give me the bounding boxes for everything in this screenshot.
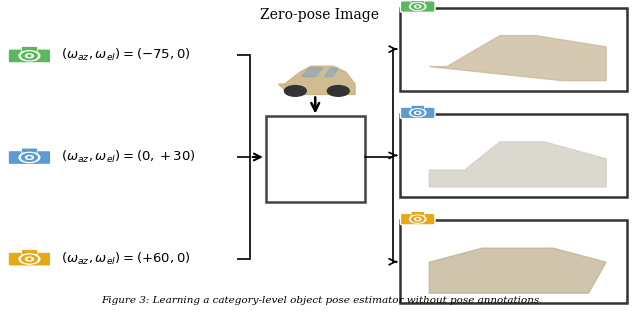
Circle shape	[26, 155, 33, 160]
Circle shape	[26, 257, 33, 261]
Polygon shape	[301, 68, 323, 77]
Polygon shape	[429, 142, 606, 187]
Circle shape	[410, 3, 426, 10]
Circle shape	[410, 109, 426, 117]
Polygon shape	[429, 248, 606, 293]
FancyBboxPatch shape	[401, 1, 435, 12]
Text: $(\omega_{az}, \omega_{el}) = (+60, 0)$: $(\omega_{az}, \omega_{el}) = (+60, 0)$	[61, 251, 191, 267]
FancyBboxPatch shape	[400, 8, 627, 90]
FancyBboxPatch shape	[411, 106, 424, 110]
Circle shape	[22, 255, 37, 263]
FancyBboxPatch shape	[266, 116, 365, 202]
Circle shape	[415, 218, 420, 221]
FancyBboxPatch shape	[411, 212, 424, 216]
FancyBboxPatch shape	[401, 214, 435, 225]
FancyBboxPatch shape	[8, 252, 51, 266]
Text: Diffusion
Model: Diffusion Model	[284, 144, 347, 175]
Polygon shape	[324, 68, 339, 77]
Circle shape	[284, 86, 307, 96]
Circle shape	[28, 258, 31, 260]
FancyBboxPatch shape	[8, 49, 51, 63]
Circle shape	[412, 110, 424, 116]
Circle shape	[417, 112, 419, 113]
Circle shape	[417, 6, 419, 7]
Circle shape	[19, 254, 40, 264]
Text: Zero-pose Image: Zero-pose Image	[260, 8, 380, 22]
Text: Figure 3: Learning a category-level object pose estimator without pose annotatio: Figure 3: Learning a category-level obje…	[101, 296, 539, 306]
Circle shape	[410, 215, 426, 223]
FancyBboxPatch shape	[21, 148, 38, 153]
Polygon shape	[429, 35, 606, 81]
Text: $(\omega_{az}, \omega_{el}) = (-75, 0)$: $(\omega_{az}, \omega_{el}) = (-75, 0)$	[61, 47, 191, 63]
FancyBboxPatch shape	[400, 114, 627, 197]
Circle shape	[26, 54, 33, 58]
Circle shape	[19, 51, 40, 61]
Text: $(\omega_{az}, \omega_{el}) = (0, +30)$: $(\omega_{az}, \omega_{el}) = (0, +30)$	[61, 149, 196, 165]
FancyBboxPatch shape	[411, 0, 424, 3]
FancyBboxPatch shape	[21, 46, 38, 51]
Circle shape	[415, 5, 420, 8]
FancyBboxPatch shape	[8, 150, 51, 165]
FancyBboxPatch shape	[21, 250, 38, 255]
Circle shape	[415, 111, 420, 114]
Circle shape	[28, 55, 31, 57]
Circle shape	[22, 154, 37, 161]
Circle shape	[327, 86, 349, 96]
Circle shape	[19, 152, 40, 163]
FancyBboxPatch shape	[400, 220, 627, 303]
Polygon shape	[278, 66, 355, 95]
FancyBboxPatch shape	[401, 107, 435, 119]
Circle shape	[22, 52, 37, 60]
Circle shape	[412, 3, 424, 9]
Circle shape	[412, 216, 424, 222]
Circle shape	[28, 157, 31, 158]
